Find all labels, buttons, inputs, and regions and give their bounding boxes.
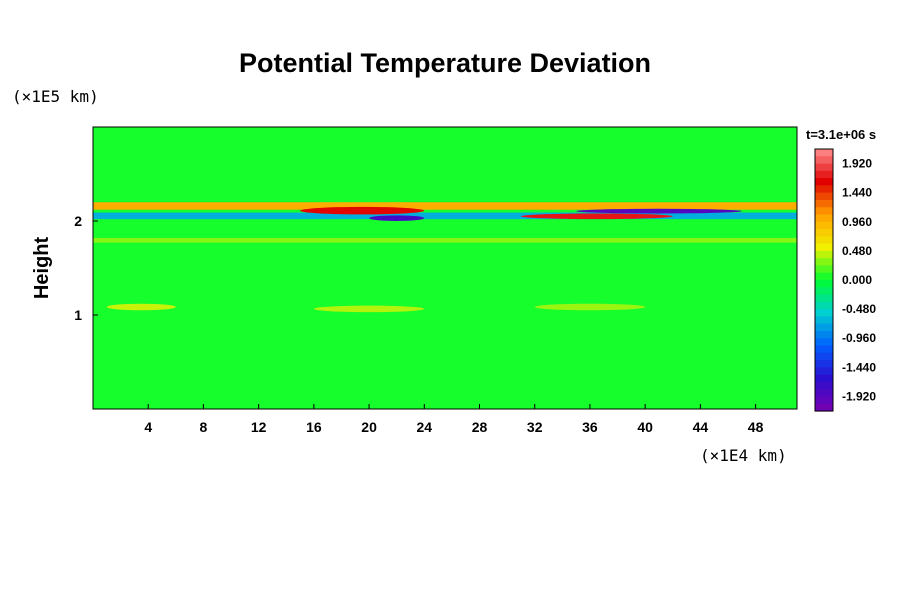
colorbar-label-4: 0.000 — [842, 273, 872, 287]
colorbar-label-3: 0.480 — [842, 244, 872, 258]
x-tick-label-5: 24 — [417, 419, 433, 435]
heatmap-feature-8 — [313, 305, 425, 313]
colorbar-step-0 — [815, 149, 833, 157]
x-tick-label-10: 44 — [693, 419, 709, 435]
x-tick-label-8: 36 — [582, 419, 598, 435]
heatmap-feature-5 — [576, 208, 742, 214]
colorbar-step-1 — [815, 156, 833, 165]
colorbar-step-26 — [815, 338, 833, 347]
heatmap-feature-0 — [93, 202, 797, 210]
colorbar-step-32 — [815, 381, 833, 390]
x-tick-label-0: 4 — [144, 419, 152, 435]
heatmap-feature-4 — [520, 213, 673, 220]
colorbar-label-5: -0.480 — [842, 302, 876, 316]
colorbar-step-35 — [815, 403, 833, 412]
colorbar-step-4 — [815, 178, 833, 186]
colorbar-step-20 — [815, 294, 833, 303]
y-tick-label-0: 1 — [74, 307, 82, 323]
colorbar-step-33 — [815, 389, 833, 398]
time-label: t=3.1e+06 s — [806, 127, 876, 142]
colorbar-step-10 — [815, 221, 833, 230]
y-ticks: 12 — [74, 213, 98, 323]
colorbar-step-19 — [815, 287, 833, 296]
x-unit-label: (×1E4 km) — [700, 446, 787, 465]
colorbar-step-6 — [815, 192, 833, 201]
colorbar-step-16 — [815, 265, 833, 274]
colorbar-label-6: -0.960 — [842, 331, 876, 345]
y-unit-label: (×1E5 km) — [12, 87, 99, 106]
colorbar-step-34 — [815, 396, 833, 405]
colorbar-step-17 — [815, 272, 833, 281]
y-tick-label-1: 2 — [74, 213, 82, 229]
colorbar-step-11 — [815, 229, 833, 237]
x-ticks: 4 8 12 16 20 24 28 32 36 40 44 48 — [144, 404, 764, 435]
colorbar-label-2: 0.960 — [842, 215, 872, 229]
chart-title: Potential Temperature Deviation — [239, 48, 651, 78]
colorbar-step-29 — [815, 360, 833, 368]
plot-background — [93, 127, 797, 409]
plot-frame — [92, 126, 798, 410]
colorbar-label-0: 1.920 — [842, 157, 872, 171]
colorbar-step-7 — [815, 199, 833, 208]
colorbar-step-8 — [815, 207, 833, 216]
heatmap-feature-2 — [300, 206, 425, 215]
x-tick-label-7: 32 — [527, 419, 543, 435]
x-tick-label-2: 12 — [251, 419, 267, 435]
colorbar-label-8: -1.920 — [842, 389, 876, 403]
heatmap-feature-6 — [93, 237, 797, 243]
colorbar-step-27 — [815, 345, 833, 354]
colorbar: 1.920 1.440 0.960 0.480 0.000 -0.480 -0.960 -1.… — [814, 148, 876, 412]
heatmap-feature-9 — [534, 303, 646, 311]
x-tick-label-11: 48 — [748, 419, 764, 435]
colorbar-step-3 — [815, 170, 833, 179]
heatmap-feature-3 — [369, 215, 425, 221]
colorbar-step-14 — [815, 250, 833, 259]
plot-area — [93, 127, 797, 409]
colorbar-label-1: 1.440 — [842, 186, 872, 200]
colorbar-step-12 — [815, 236, 833, 245]
colorbar-step-22 — [815, 309, 833, 317]
colorbar-step-24 — [815, 323, 833, 332]
colorbar-label-7: -1.440 — [842, 360, 876, 374]
x-tick-label-3: 16 — [306, 419, 322, 435]
colorbar-step-23 — [815, 316, 833, 325]
colorbar-step-9 — [815, 214, 833, 223]
y-axis-label: Height — [31, 237, 53, 300]
heatmap-feature-7 — [106, 303, 176, 311]
x-tick-label-4: 20 — [361, 419, 377, 435]
colorbar-step-25 — [815, 330, 833, 339]
x-tick-label-6: 28 — [472, 419, 488, 435]
colorbar-step-5 — [815, 185, 833, 194]
colorbar-step-15 — [815, 258, 833, 267]
colorbar-frame — [814, 148, 834, 412]
colorbar-step-21 — [815, 301, 833, 310]
colorbar-step-31 — [815, 374, 833, 383]
colorbar-step-18 — [815, 280, 833, 288]
heatmap-features — [93, 202, 797, 313]
colorbar-step-30 — [815, 367, 833, 376]
colorbar-step-13 — [815, 243, 833, 252]
colorbar-step-28 — [815, 352, 833, 361]
heatmap-feature-1 — [93, 212, 797, 220]
colorbar-step-2 — [815, 163, 833, 172]
x-tick-label-9: 40 — [637, 419, 653, 435]
x-tick-label-1: 8 — [200, 419, 208, 435]
